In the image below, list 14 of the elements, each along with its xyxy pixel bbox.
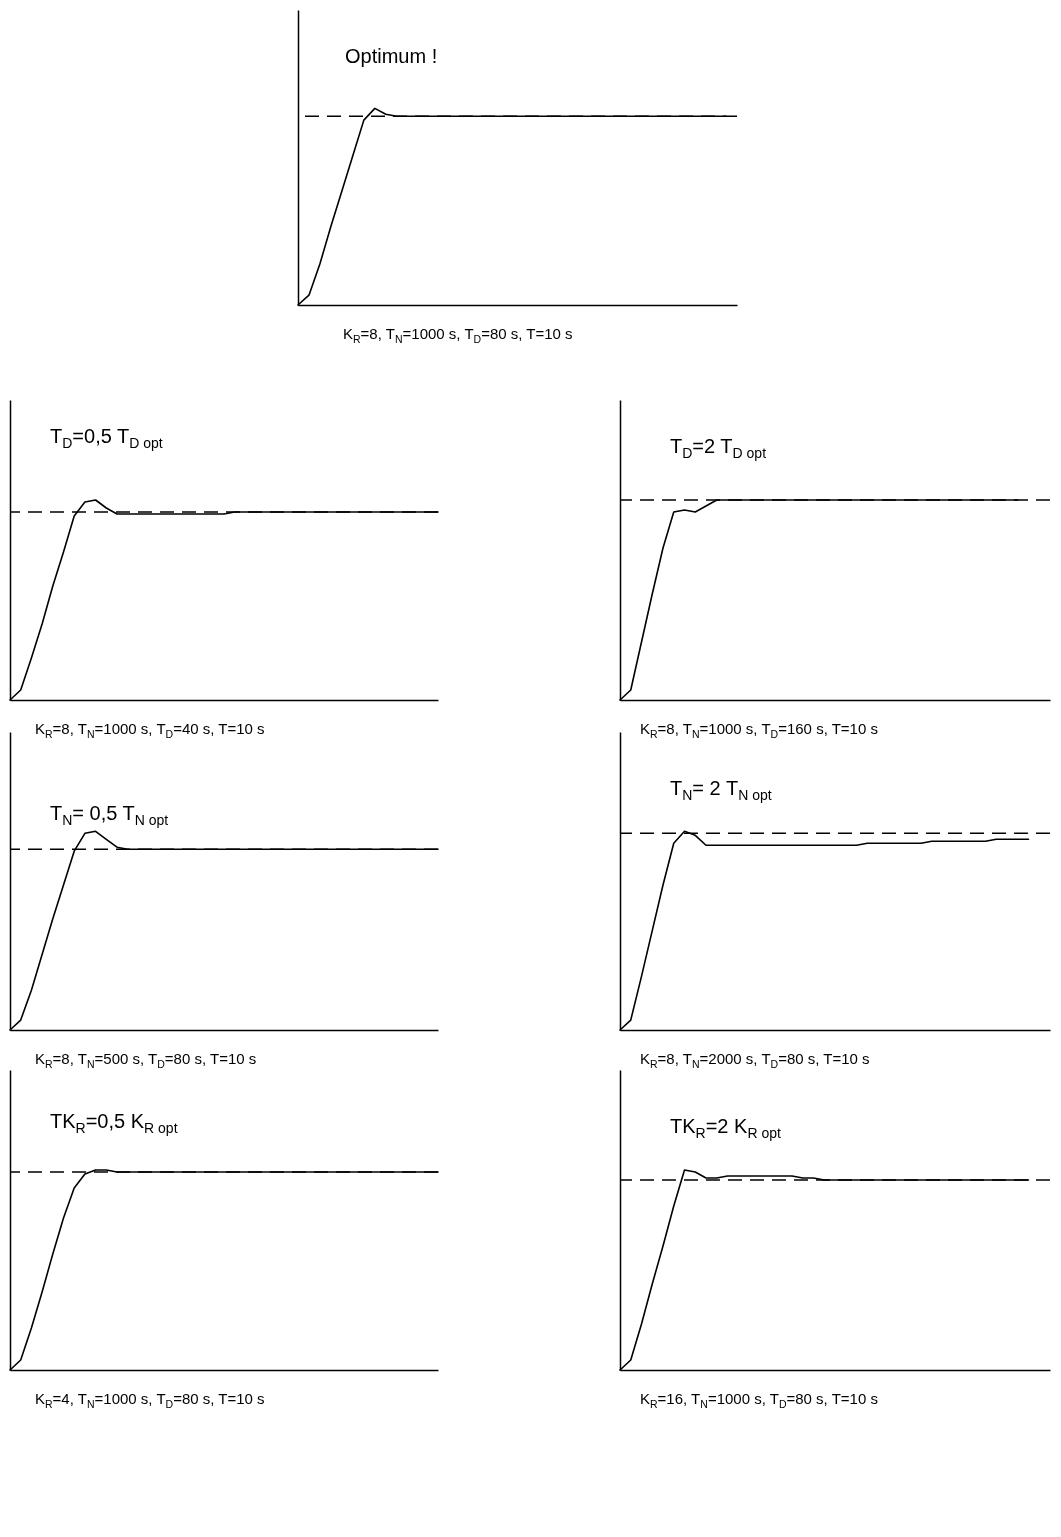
chart-title: T$_{D}$=0,5 T$_{D opt}$ [50,425,163,451]
chart-title: T$_{N}$= 0,5 T$_{N opt}$ [50,802,169,828]
x-axis-title: K$_{R}$=8, T$_{N}$=2000 s, T$_{D}$=80 s, T=10 s [640,1050,870,1070]
x-axis-title: K$_{R}$=16, T$_{N}$=1000 s, T$_{D}$=80 s, T=10 s [640,1390,878,1410]
chart-title: TK$_{R}$=2 K$_{R opt}$ [670,1115,781,1141]
x-axis-title: K$_{R}$=8, T$_{N}$=1000 s, T$_{D}$=40 s, T=10 s [35,720,265,740]
chart-title: T$_{D}$=2 T$_{D opt}$ [670,435,767,461]
x-axis-title: K$_{R}$=8, T$_{N}$=500 s, T$_{D}$=80 s, T=10 s [35,1050,257,1070]
chart-title: Optimum ! [345,45,438,68]
x-axis-title: K$_{R}$=8, T$_{N}$=1000 s, T$_{D}$=160 s, T=10 s [640,720,878,740]
chart-title: T$_{N}$= 2 T$_{N opt}$ [670,777,772,803]
x-axis-title: K$_{R}$=4, T$_{N}$=1000 s, T$_{D}$=80 s, T=10 s [35,1390,265,1410]
chart-title: TK$_{R}$=0,5 K$_{R opt}$ [50,1110,178,1136]
x-axis-title: K$_{R}$=8, T$_{N}$=1000 s, T$_{D}$=80 s, T=10 s [343,325,573,345]
